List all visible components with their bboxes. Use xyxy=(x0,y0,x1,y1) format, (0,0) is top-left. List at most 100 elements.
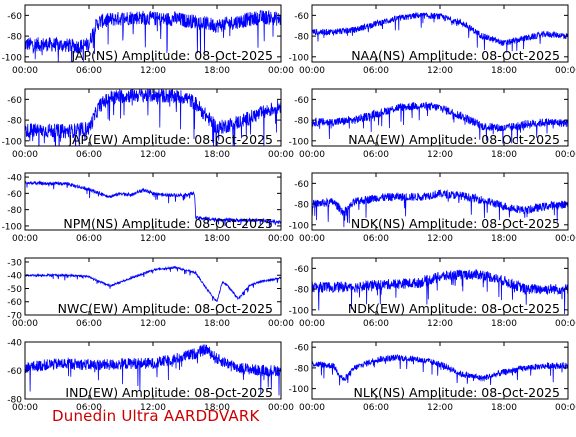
x-tick-label: 00:00 xyxy=(555,234,576,244)
y-tick-label: -100 xyxy=(2,53,23,63)
amplitude-trace xyxy=(312,101,568,144)
x-tick-label: 06:00 xyxy=(363,403,389,413)
chart-panel-2: 00:00 06:00 12:00 18:00 00:00 -100 -80 -60 NAA(N… xyxy=(289,4,576,76)
x-tick-label: 00:00 xyxy=(268,234,294,244)
amplitude-trace xyxy=(25,10,281,62)
y-tick-label: -70 xyxy=(7,312,22,322)
chart-panel-8: 00:00 06:00 12:00 18:00 00:00 -100 -80 -60 NDK(E… xyxy=(289,257,576,329)
chart-panel-6: 00:00 06:00 12:00 18:00 00:00 -100 -80 -60 NDK(N… xyxy=(289,172,576,244)
chart-title: JAP(NS) Amplitude: 08-Oct-2025 xyxy=(70,48,273,63)
y-tick-label: -80 xyxy=(7,396,22,406)
x-tick-label: 00:00 xyxy=(268,319,294,329)
y-tick-label: -60 xyxy=(294,12,309,22)
amplitude-trace xyxy=(25,89,281,146)
y-tick-label: -60 xyxy=(7,298,22,308)
chart-title: NWC(EW) Amplitude: 08-Oct-2025 xyxy=(58,301,273,316)
x-tick-label: 00:00 xyxy=(268,403,294,413)
y-tick-label: -60 xyxy=(294,96,309,106)
x-tick-label: 00:00 xyxy=(299,403,325,413)
chart-title: JAP(EW) Amplitude: 08-Oct-2025 xyxy=(68,132,273,147)
y-tick-label: -100 xyxy=(2,137,23,147)
x-tick-label: 00:00 xyxy=(12,234,38,244)
amplitude-trace xyxy=(312,11,568,53)
x-tick-label: 18:00 xyxy=(204,403,230,413)
x-tick-label: 18:00 xyxy=(491,66,517,76)
chart-title: IND(EW) Amplitude: 08-Oct-2025 xyxy=(65,385,273,400)
chart-title: NAA(EW) Amplitude: 08-Oct-2025 xyxy=(348,132,560,147)
x-tick-label: 00:00 xyxy=(268,150,294,160)
x-tick-label: 12:00 xyxy=(140,319,166,329)
x-tick-label: 00:00 xyxy=(268,66,294,76)
chart-panel-5: 00:00 06:00 12:00 18:00 00:00 -100 -80 -60 -40 NP… xyxy=(2,172,294,244)
x-tick-label: 12:00 xyxy=(427,234,453,244)
x-tick-label: 12:00 xyxy=(427,403,453,413)
x-tick-label: 00:00 xyxy=(299,319,325,329)
chart-panel-9: 00:00 06:00 12:00 18:00 00:00-80-60-40IND(EW… xyxy=(7,339,294,414)
y-tick-label: -80 xyxy=(294,117,309,127)
y-tick-label: -80 xyxy=(7,117,22,127)
y-tick-label: -100 xyxy=(289,385,310,395)
chart-panel-4: 00:00 06:00 12:00 18:00 00:00 -100 -80 -60 NAA(E… xyxy=(289,88,576,160)
y-tick-label: -60 xyxy=(7,12,22,22)
x-tick-label: 06:00 xyxy=(76,403,102,413)
y-tick-label: -80 xyxy=(294,364,309,374)
x-tick-label: 12:00 xyxy=(427,66,453,76)
x-tick-label: 18:00 xyxy=(204,66,230,76)
y-tick-label: -100 xyxy=(2,222,23,232)
y-tick-label: -100 xyxy=(289,306,310,316)
x-tick-label: 00:00 xyxy=(555,150,576,160)
x-tick-label: 00:00 xyxy=(299,150,325,160)
x-tick-label: 06:00 xyxy=(76,319,102,329)
chart-title: NDK(NS) Amplitude: 08-Oct-2025 xyxy=(351,216,560,231)
y-tick-label: -60 xyxy=(294,265,309,275)
x-tick-label: 00:00 xyxy=(299,66,325,76)
x-tick-label: 06:00 xyxy=(363,234,389,244)
y-tick-label: -60 xyxy=(7,190,22,200)
y-tick-label: -50 xyxy=(7,285,22,295)
chart-title: NDK(EW) Amplitude: 08-Oct-2025 xyxy=(348,301,560,316)
amplitude-trace xyxy=(25,344,281,396)
chart-panel-7: 00:00 06:00 12:00 18:00 00:00-70-60-50-40-30… xyxy=(7,257,294,329)
x-tick-label: 12:00 xyxy=(140,66,166,76)
x-tick-label: 06:00 xyxy=(76,150,102,160)
y-tick-label: -30 xyxy=(7,258,22,268)
chart-panel-10: 00:00 06:00 12:00 18:00 00:00 -100 -80 -60 NLK(N… xyxy=(289,341,576,413)
y-tick-label: -40 xyxy=(7,174,22,184)
x-tick-label: 06:00 xyxy=(363,66,389,76)
x-tick-label: 00:00 xyxy=(12,66,38,76)
chart-title: NPM(NS) Amplitude: 08-Oct-2025 xyxy=(63,216,273,231)
chart-panel-1: 00:00 06:00 12:00 18:00 00:00 -100 -80 -60 JAP(N… xyxy=(2,4,294,76)
y-tick-label: -80 xyxy=(294,286,309,296)
chart-panel-3: 00:00 06:00 12:00 18:00 00:00 -100 -80 -60 JAP(E… xyxy=(2,88,294,160)
y-tick-label: -40 xyxy=(7,272,22,282)
x-tick-label: 06:00 xyxy=(363,319,389,329)
x-tick-label: 12:00 xyxy=(140,234,166,244)
x-tick-label: 06:00 xyxy=(76,66,102,76)
y-tick-label: -80 xyxy=(7,33,22,43)
chart-title: NAA(NS) Amplitude: 08-Oct-2025 xyxy=(351,48,560,63)
y-tick-label: -60 xyxy=(294,344,309,354)
amplitude-trace xyxy=(25,265,281,303)
y-tick-label: -40 xyxy=(7,339,22,349)
y-tick-label: -80 xyxy=(294,33,309,43)
x-tick-label: 00:00 xyxy=(12,319,38,329)
x-tick-label: 12:00 xyxy=(427,319,453,329)
x-tick-label: 00:00 xyxy=(555,66,576,76)
y-tick-label: -60 xyxy=(294,180,309,190)
x-tick-label: 00:00 xyxy=(299,234,325,244)
x-tick-label: 12:00 xyxy=(427,150,453,160)
x-tick-label: 18:00 xyxy=(204,234,230,244)
x-tick-label: 18:00 xyxy=(491,234,517,244)
x-tick-label: 00:00 xyxy=(555,319,576,329)
amplitude-trace xyxy=(312,189,568,228)
x-tick-label: 00:00 xyxy=(12,403,38,413)
y-tick-label: -80 xyxy=(294,201,309,211)
y-tick-label: -100 xyxy=(289,137,310,147)
amplitude-trace xyxy=(312,354,568,386)
y-tick-label: -60 xyxy=(7,367,22,377)
chart-title: NLK(NS) Amplitude: 08-Oct-2025 xyxy=(354,385,560,400)
x-tick-label: 00:00 xyxy=(12,150,38,160)
x-tick-label: 12:00 xyxy=(140,150,166,160)
y-tick-label: -60 xyxy=(7,96,22,106)
